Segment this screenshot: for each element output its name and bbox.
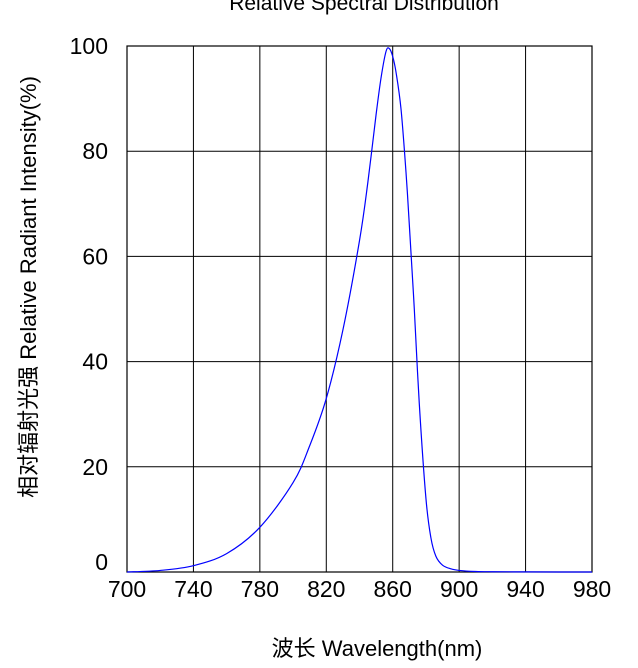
y-tick-label: 80	[82, 138, 108, 164]
x-tick-label: 780	[241, 576, 279, 602]
x-tick-label: 980	[573, 576, 611, 602]
x-tick-label: 740	[174, 576, 212, 602]
x-tick-label: 700	[108, 576, 146, 602]
plot-area	[126, 47, 593, 573]
x-tick-label: 820	[307, 576, 345, 602]
x-axis-title: 波长 Wavelength(nm)	[272, 636, 483, 661]
y-axis-ticks: 0 20 40 60 80 100	[70, 33, 108, 575]
y-tick-label: 0	[95, 549, 108, 575]
y-tick-label: 60	[82, 243, 108, 269]
grid	[126, 45, 593, 573]
y-axis-title: 相对辐射光强 Relative Radiant Intensity(%)	[16, 76, 41, 498]
x-axis-ticks: 700 740 780 820 860 900 940 980	[108, 576, 611, 602]
y-tick-label: 100	[70, 33, 108, 59]
x-tick-label: 940	[506, 576, 544, 602]
y-tick-label: 20	[82, 454, 108, 480]
plot-frame	[126, 45, 593, 573]
chart-title: Relative Spectral Distribution	[229, 0, 499, 15]
series-line	[126, 47, 593, 573]
y-tick-label: 40	[82, 349, 108, 375]
x-tick-label: 900	[440, 576, 478, 602]
x-tick-label: 860	[374, 576, 412, 602]
